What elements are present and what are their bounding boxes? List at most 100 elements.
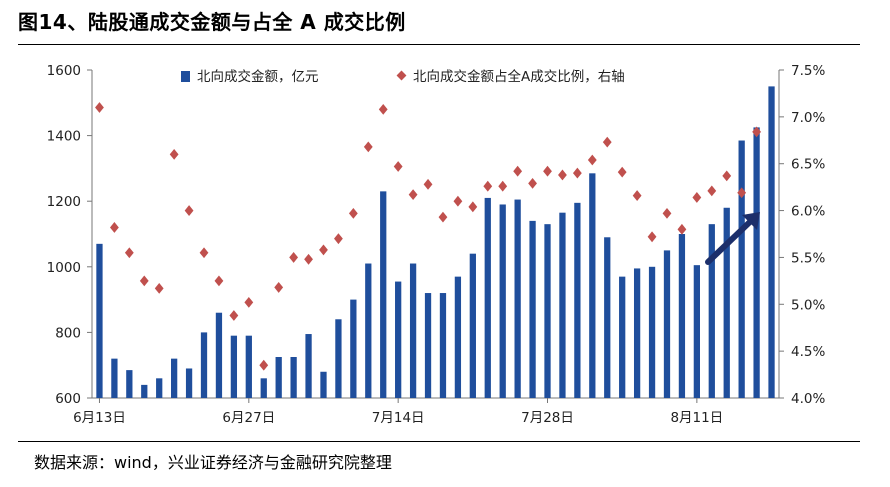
ratio-point: [229, 310, 239, 321]
bar: [185, 368, 193, 398]
ratio-point: [348, 207, 358, 219]
bar: [454, 276, 462, 398]
ratio-point: [662, 207, 672, 219]
bar: [544, 224, 551, 398]
bar: [126, 370, 133, 398]
bar: [678, 234, 686, 398]
x-tick-label: 7月14日: [372, 410, 425, 426]
bar: [499, 204, 506, 398]
ratio-point: [408, 189, 418, 201]
bar: [604, 237, 611, 398]
legend-bar-swatch: [181, 71, 190, 82]
bar: [619, 276, 626, 398]
bar: [648, 266, 656, 398]
ratio-point: [692, 192, 702, 203]
ratio-point: [169, 148, 179, 160]
bar: [290, 357, 297, 398]
ratio-point: [289, 252, 299, 263]
ratio-point: [378, 103, 388, 115]
bar: [156, 378, 163, 398]
bar: [171, 358, 178, 398]
x-tick-label: 7月28日: [521, 410, 574, 426]
bar: [245, 335, 252, 398]
x-tick-label: 6月13日: [73, 410, 126, 426]
ratio-point: [722, 170, 732, 182]
ratio-point: [468, 201, 478, 213]
bar: [305, 334, 312, 398]
trend-arrow-head: [742, 212, 760, 230]
bar-series: [96, 86, 775, 399]
ratio-point: [453, 195, 463, 207]
ratio-point: [124, 247, 134, 259]
bar: [574, 202, 581, 398]
bar: [380, 191, 387, 398]
bar: [484, 197, 491, 398]
ratio-point: [602, 136, 612, 148]
bar: [96, 243, 103, 398]
y-left-tick-label: 1200: [47, 194, 81, 210]
top-rule: [18, 44, 860, 45]
bar: [514, 199, 521, 398]
ratio-point: [319, 244, 328, 256]
y-right-tick-label: 6.0%: [791, 204, 825, 220]
y-left-tick-label: 800: [55, 325, 81, 341]
ratio-point: [617, 166, 627, 178]
bar: [768, 86, 775, 399]
legend: 北向成交金额，亿元 北向成交金额占全A成交比例，右轴: [181, 68, 625, 85]
bar: [693, 265, 700, 398]
ratio-point: [304, 253, 313, 265]
bar: [439, 293, 447, 398]
ratio-point: [543, 165, 552, 177]
source-note: 数据来源：wind，兴业证券经济与金融研究院整理: [34, 453, 392, 472]
bar: [335, 319, 342, 398]
bar: [708, 224, 715, 398]
bar: [409, 263, 417, 398]
ratio-point: [438, 211, 448, 223]
bar: [395, 281, 402, 398]
bar: [230, 335, 238, 398]
bar: [141, 384, 148, 398]
x-tick-label: 8月11日: [670, 410, 723, 426]
ratio-point: [363, 141, 373, 153]
y-right-tick-label: 5.0%: [791, 297, 825, 313]
ratio-point: [528, 177, 537, 189]
ratio-point: [677, 223, 687, 235]
ratio-point: [274, 282, 284, 293]
bar: [753, 127, 760, 399]
bar: [111, 358, 118, 398]
ratio-point: [752, 126, 761, 138]
ratio-point: [244, 297, 254, 308]
bar: [320, 371, 327, 398]
y-right-tick-label: 7.0%: [791, 110, 825, 126]
y-left-tick-label: 600: [55, 391, 81, 407]
y-left-tick-label: 1600: [47, 63, 81, 79]
bottom-rule: [18, 441, 860, 442]
ratio-point: [483, 180, 493, 192]
bar: [200, 332, 208, 398]
y-right-tick-label: 4.0%: [791, 391, 825, 407]
ratio-point: [110, 222, 119, 233]
bar: [559, 212, 566, 398]
y-left-tick-label: 1400: [47, 129, 81, 145]
bar: [529, 220, 536, 398]
y-right-tick-label: 6.5%: [791, 157, 825, 173]
y-right-tick-label: 5.5%: [791, 250, 825, 266]
bar: [215, 312, 223, 398]
trend-arrow: [705, 212, 760, 265]
ratio-point: [334, 233, 343, 245]
legend-bar-label: 北向成交金额，亿元: [197, 68, 319, 85]
trend-arrow-shaft: [705, 216, 756, 265]
ratio-point: [184, 205, 194, 216]
ratio-point: [423, 178, 433, 190]
bar: [738, 140, 745, 398]
ratio-series: [95, 102, 761, 371]
bar: [633, 268, 641, 398]
ratio-point: [95, 102, 104, 113]
ratio-point: [572, 167, 582, 179]
bar: [365, 263, 372, 398]
ratio-point: [259, 359, 269, 371]
ratio-point: [154, 282, 164, 294]
ratio-point: [737, 187, 747, 199]
ratio-point: [498, 180, 508, 192]
